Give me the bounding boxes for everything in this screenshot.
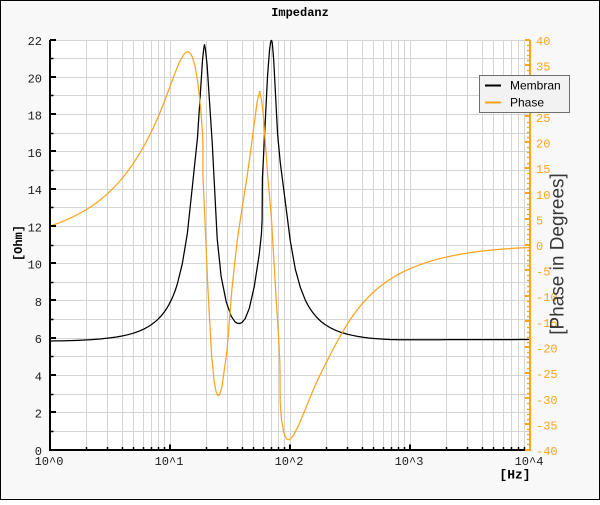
svg-text:[Hz]: [Hz] (499, 468, 530, 483)
svg-text:-30: -30 (536, 394, 558, 408)
svg-text:10: 10 (28, 259, 42, 273)
svg-text:[Ohm]: [Ohm] (12, 225, 26, 261)
svg-text:-25: -25 (536, 368, 558, 382)
svg-text:-10: -10 (536, 291, 558, 305)
svg-text:0: 0 (35, 445, 42, 459)
svg-text:5: 5 (536, 214, 543, 228)
svg-text:35: 35 (536, 61, 550, 75)
svg-text:10^3: 10^3 (395, 455, 424, 469)
svg-text:-20: -20 (536, 343, 558, 357)
svg-text:2: 2 (35, 408, 42, 422)
svg-text:Membran: Membran (510, 79, 561, 93)
svg-text:10: 10 (536, 189, 550, 203)
svg-text:-40: -40 (536, 445, 558, 459)
svg-text:-15: -15 (536, 317, 558, 331)
svg-text:Phase: Phase (510, 96, 544, 110)
svg-text:[Phase in Degrees]: [Phase in Degrees] (548, 173, 569, 335)
svg-text:10^2: 10^2 (275, 455, 304, 469)
svg-text:0: 0 (536, 240, 543, 254)
svg-text:10^1: 10^1 (155, 455, 184, 469)
svg-text:14: 14 (28, 184, 42, 198)
svg-text:22: 22 (28, 35, 42, 49)
svg-text:12: 12 (28, 221, 42, 235)
svg-text:-35: -35 (536, 419, 558, 433)
svg-text:20: 20 (28, 72, 42, 86)
svg-text:18: 18 (28, 110, 42, 124)
svg-text:25: 25 (536, 112, 550, 126)
svg-text:-5: -5 (536, 266, 550, 280)
svg-text:4: 4 (35, 371, 42, 385)
svg-text:10^0: 10^0 (35, 455, 64, 469)
svg-text:8: 8 (35, 296, 42, 310)
svg-text:15: 15 (536, 163, 550, 177)
svg-text:40: 40 (536, 35, 550, 49)
svg-text:6: 6 (35, 333, 42, 347)
svg-text:20: 20 (536, 138, 550, 152)
svg-text:16: 16 (28, 147, 42, 161)
svg-text:10^4: 10^4 (515, 455, 544, 469)
svg-text:Impedanz: Impedanz (271, 6, 329, 20)
